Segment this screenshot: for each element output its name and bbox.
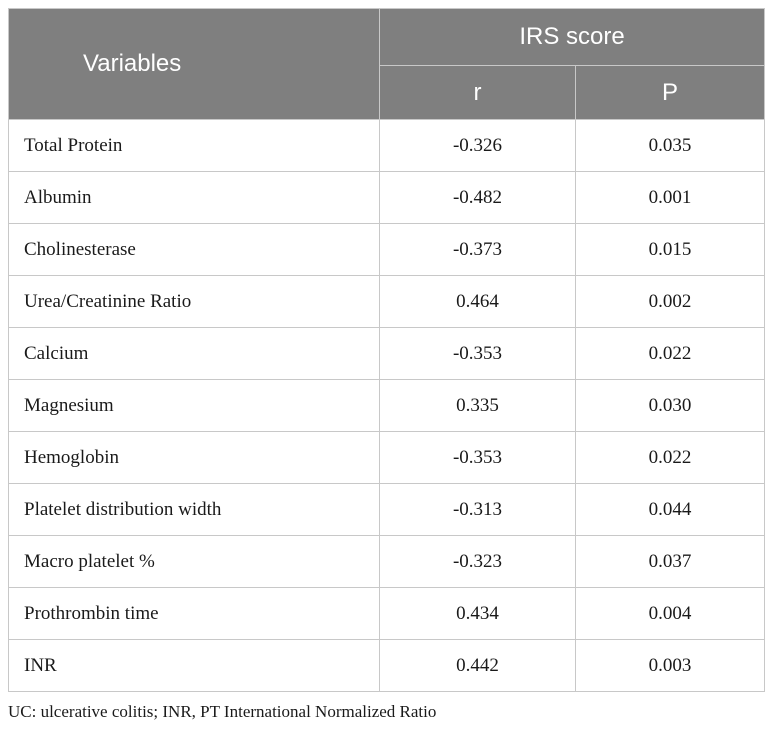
header-row-sub: r P	[9, 65, 765, 120]
cell-r: -0.326	[379, 119, 576, 172]
cell-variable: Magnesium	[8, 379, 380, 432]
cell-p: 0.003	[575, 639, 765, 692]
table-row: Urea/Creatinine Ratio 0.464 0.002	[8, 275, 765, 328]
table-row: Magnesium 0.335 0.030	[8, 379, 765, 432]
cell-r: -0.373	[379, 223, 576, 276]
table-row: Platelet distribution width -0.313 0.044	[8, 483, 765, 536]
header-irs-score: IRS score	[379, 8, 765, 66]
cell-variable: Prothrombin time	[8, 587, 380, 640]
cell-r: 0.434	[379, 587, 576, 640]
table-header: Variables IRS score r P	[8, 8, 765, 120]
header-r: r	[379, 65, 576, 120]
correlation-table-container: Variables IRS score r P Total Protein -0…	[8, 8, 765, 692]
header-variables: Variables	[8, 8, 380, 120]
cell-p: 0.037	[575, 535, 765, 588]
table-row: Calcium -0.353 0.022	[8, 327, 765, 380]
correlation-table: Variables IRS score r P Total Protein -0…	[8, 8, 765, 692]
cell-variable: Calcium	[8, 327, 380, 380]
cell-r: -0.353	[379, 431, 576, 484]
cell-r: -0.353	[379, 327, 576, 380]
cell-p: 0.022	[575, 431, 765, 484]
cell-variable: Albumin	[8, 171, 380, 224]
table-row: Albumin -0.482 0.001	[8, 171, 765, 224]
header-row-top: Variables IRS score	[8, 8, 765, 120]
cell-p: 0.022	[575, 327, 765, 380]
cell-r: 0.442	[379, 639, 576, 692]
cell-variable: Macro platelet %	[8, 535, 380, 588]
cell-p: 0.030	[575, 379, 765, 432]
cell-variable: Platelet distribution width	[8, 483, 380, 536]
table-row: Prothrombin time 0.434 0.004	[8, 587, 765, 640]
cell-p: 0.004	[575, 587, 765, 640]
cell-variable: Urea/Creatinine Ratio	[8, 275, 380, 328]
cell-r: 0.335	[379, 379, 576, 432]
table-row: Total Protein -0.326 0.035	[8, 119, 765, 172]
cell-variable: Total Protein	[8, 119, 380, 172]
cell-p: 0.044	[575, 483, 765, 536]
cell-p: 0.015	[575, 223, 765, 276]
table-body: Total Protein -0.326 0.035 Albumin -0.48…	[8, 119, 765, 692]
cell-p: 0.001	[575, 171, 765, 224]
cell-variable: INR	[8, 639, 380, 692]
cell-r: -0.323	[379, 535, 576, 588]
table-footnote: UC: ulcerative colitis; INR, PT Internat…	[8, 702, 437, 721]
cell-variable: Hemoglobin	[8, 431, 380, 484]
header-p: P	[575, 65, 765, 120]
table-row: INR 0.442 0.003	[8, 639, 765, 692]
table-row: Hemoglobin -0.353 0.022	[8, 431, 765, 484]
cell-r: -0.313	[379, 483, 576, 536]
cell-p: 0.002	[575, 275, 765, 328]
table-row: Macro platelet % -0.323 0.037	[8, 535, 765, 588]
cell-variable: Cholinesterase	[8, 223, 380, 276]
cell-r: 0.464	[379, 275, 576, 328]
cell-r: -0.482	[379, 171, 576, 224]
cell-p: 0.035	[575, 119, 765, 172]
table-row: Cholinesterase -0.373 0.015	[8, 223, 765, 276]
